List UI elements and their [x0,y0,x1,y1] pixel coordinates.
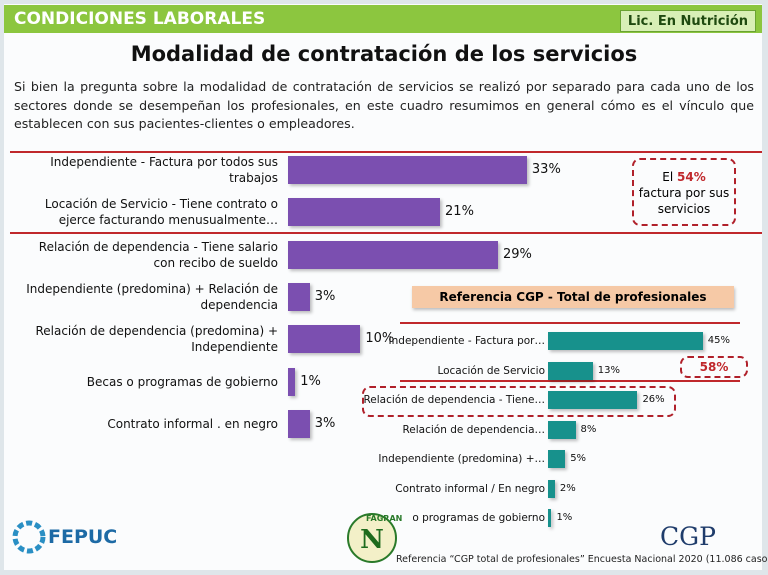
category-label: Relación de dependencia - Tiene… [363,394,545,406]
value-label: 3% [314,288,336,304]
bar [288,156,527,184]
divider [10,232,762,234]
value-label: 1% [300,373,321,389]
value-label: 8% [580,423,597,435]
callout: El 54% factura por sus servicios [632,158,736,226]
value-label: 26% [642,394,665,405]
value-label: 2% [559,482,576,494]
bar [548,332,703,350]
category-label: Relación de dependencia - Tiene salario … [38,239,278,270]
highlight-box [362,386,676,417]
value-label: 3% [314,415,336,431]
category-label: Independiente (predomina) + Relación de … [26,281,278,312]
bar [288,198,441,227]
bar [288,240,498,269]
bar [288,367,296,396]
logo-icon [12,520,46,554]
category-label: Contrato informal . en negro [107,416,278,431]
category-label: Contrato informal / En negro [395,482,545,495]
callout-prefix: El [662,170,674,184]
value-label: 5% [570,453,587,464]
value-label: 29% [502,246,532,262]
bar [548,420,576,439]
value-label: 13% [597,364,620,376]
value-label: 45% [707,335,731,346]
bar [548,450,566,468]
intro-text: Si bien la pregunta sobre la modalidad d… [14,79,754,131]
svg-text:N: N [360,525,384,555]
callout-text: factura por sus servicios [638,186,730,216]
logo-fagran: FAGRAN [366,514,403,523]
bar [548,509,552,527]
bar [288,282,310,311]
logo-cgp: CGP [660,522,716,551]
value-label: 1% [556,512,573,523]
value-label: 21% [445,204,474,220]
logo-fepuc: FEPUC [48,526,118,548]
category-label: Independiente (predomina) +… [378,453,545,465]
category-label: Relación de dependencia… [402,423,545,436]
category-label: o programas de gobierno [412,512,545,524]
category-label: Relación de dependencia (predomina) + In… [35,324,278,355]
chart-title: Referencia CGP - Total de profesionales [412,286,734,308]
category-label: Independiente - Factura por… [388,335,545,347]
bar [548,361,593,380]
value-label: 10% [365,331,395,347]
bar [288,409,310,438]
divider [400,380,740,382]
logo-fagran-icon: N [347,513,397,563]
callout-58: 58% [680,356,748,378]
bar [548,479,555,498]
category-label: Locación de Servicio - Tiene contrato o … [44,197,278,228]
slide-title: Modalidad de contratación de los servici… [130,42,638,66]
category-label: Independiente - Factura por todos sus tr… [50,155,278,185]
divider [400,322,740,324]
category-label: Becas o programas de gobierno [86,374,278,389]
badge: Lic. En Nutrición [620,10,756,32]
bar [548,391,638,409]
category-label: Locación de Servicio [437,364,545,377]
value-label: 33% [531,162,561,177]
callout-highlight: 54% [677,170,706,184]
footer: Referencia “CGP total de profesionales” … [396,554,768,565]
divider [10,151,762,153]
bar [288,325,361,354]
